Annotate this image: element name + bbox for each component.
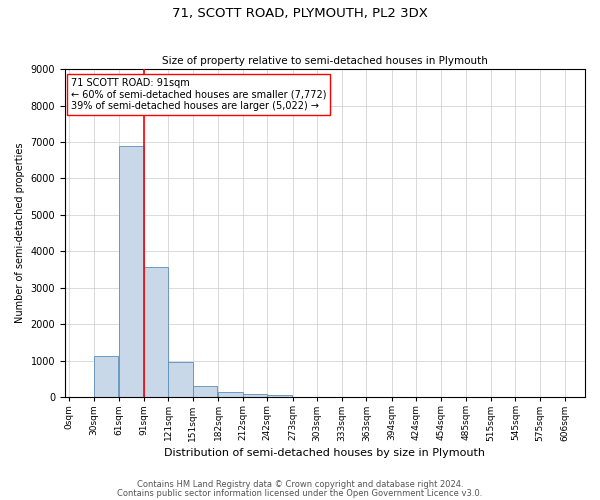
Bar xyxy=(242,394,267,397)
Bar xyxy=(143,266,168,397)
Text: Contains public sector information licensed under the Open Government Licence v3: Contains public sector information licen… xyxy=(118,490,482,498)
Bar xyxy=(193,386,217,397)
Title: Size of property relative to semi-detached houses in Plymouth: Size of property relative to semi-detach… xyxy=(162,56,488,66)
Text: 71 SCOTT ROAD: 91sqm
← 60% of semi-detached houses are smaller (7,772)
39% of se: 71 SCOTT ROAD: 91sqm ← 60% of semi-detac… xyxy=(71,78,326,112)
X-axis label: Distribution of semi-detached houses by size in Plymouth: Distribution of semi-detached houses by … xyxy=(164,448,485,458)
Text: Contains HM Land Registry data © Crown copyright and database right 2024.: Contains HM Land Registry data © Crown c… xyxy=(137,480,463,489)
Bar xyxy=(168,362,193,397)
Bar xyxy=(267,395,292,397)
Y-axis label: Number of semi-detached properties: Number of semi-detached properties xyxy=(15,143,25,324)
Bar xyxy=(218,392,242,397)
Text: 71, SCOTT ROAD, PLYMOUTH, PL2 3DX: 71, SCOTT ROAD, PLYMOUTH, PL2 3DX xyxy=(172,8,428,20)
Bar xyxy=(119,146,143,397)
Bar xyxy=(94,356,118,397)
